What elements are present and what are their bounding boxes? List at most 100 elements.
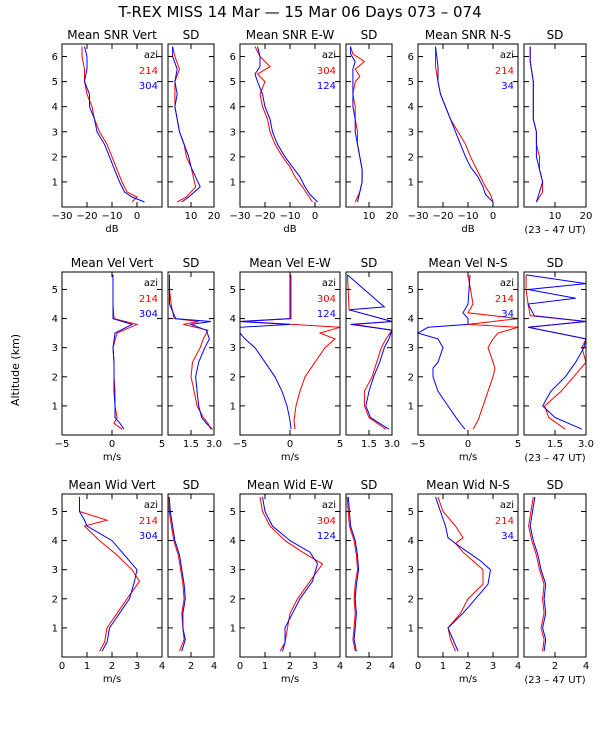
legend-entry: 214: [495, 66, 514, 77]
x-tick-label: 3: [312, 661, 318, 672]
x-tick-label: −30: [51, 211, 72, 222]
y-tick-label: 5: [408, 285, 414, 296]
x-tick-label: 3: [490, 661, 496, 672]
plot-frame: [523, 493, 587, 658]
legend-entry: 304: [317, 294, 336, 305]
x-tick-label: 10: [363, 211, 376, 222]
x-tick-label: 10: [549, 211, 562, 222]
panel-title: SD: [183, 478, 200, 492]
plot-frame: [345, 271, 393, 436]
legend-entry: 34: [501, 81, 514, 92]
panel-title: Mean Wid Vert: [68, 478, 155, 492]
panel-2-2: 0 1 2 3 4 1 2 3 4 5 Mean Wid E-W m/s azi 304 124: [230, 478, 344, 685]
x-tick-label: 0: [109, 439, 115, 450]
legend-title: azi: [500, 50, 514, 61]
x-axis-label: dB: [283, 224, 296, 235]
y-tick-label: 6: [408, 52, 414, 63]
legend-title: azi: [500, 278, 514, 289]
series-line-red: [525, 274, 587, 430]
x-tick-label: 5: [337, 439, 343, 450]
x-tick-label: 4: [159, 661, 165, 672]
panel-0-2: −30 −20 −10 0 1 2 3 4 5 6 Mean SNR E-W dB azi 304 124: [229, 28, 341, 235]
x-tick-label: 3.0: [578, 439, 594, 450]
y-tick-label: 4: [408, 102, 414, 113]
legend-entry: 304: [139, 309, 158, 320]
y-tick-label: 3: [230, 343, 236, 354]
x-axis-label: m/s: [103, 452, 121, 463]
panel-title: Mean SNR E-W: [246, 28, 335, 42]
series-line-blue: [169, 274, 213, 430]
y-tick-label: 3: [52, 565, 58, 576]
y-tick-label: 3: [408, 127, 414, 138]
figure-title: T-REX MISS 14 Mar — 15 Mar 06 Days 073 –…: [117, 3, 481, 21]
series-line-red: [79, 496, 141, 652]
series-line-red: [81, 46, 138, 203]
series-line-blue: [416, 274, 471, 430]
y-tick-label: 2: [52, 152, 58, 163]
panel-title: SD: [547, 256, 564, 270]
y-tick-label: 2: [52, 594, 58, 605]
y-tick-label: 4: [230, 314, 236, 325]
x-tick-label: 4: [211, 661, 217, 672]
series-line-blue: [529, 496, 547, 652]
x-tick-label: 2: [188, 661, 194, 672]
x-tick-label: 1.5: [547, 439, 563, 450]
y-tick-label: 5: [230, 285, 236, 296]
x-axis-label: m/s: [281, 452, 299, 463]
panel-0-0: −30 −20 −10 0 1 2 3 4 5 6 Mean SNR Vert dB azi 214 304: [51, 28, 163, 235]
legend-entry: 304: [317, 516, 336, 527]
x-axis-label: m/s: [459, 674, 477, 685]
legend-title: azi: [322, 50, 336, 61]
y-tick-label: 2: [52, 372, 58, 383]
panel-1-3: 1.5 3.0 SD: [345, 256, 400, 450]
series-line-blue: [350, 46, 363, 203]
y-tick-label: 4: [52, 536, 58, 547]
x-axis-label: m/s: [103, 674, 121, 685]
y-tick-label: 3: [408, 343, 414, 354]
series-line-red: [259, 496, 324, 652]
y-tick-label: 5: [52, 77, 58, 88]
y-tick-label: 3: [52, 127, 58, 138]
x-tick-label: 5: [159, 439, 165, 450]
series-line-blue: [112, 274, 134, 430]
plot-frame: [167, 43, 215, 208]
x-tick-label: 20: [208, 211, 221, 222]
x-tick-label: 0: [415, 661, 421, 672]
plot-frame: [523, 271, 587, 436]
panel-title: SD: [361, 28, 378, 42]
x-tick-label: 20: [580, 211, 593, 222]
legend-title: azi: [144, 500, 158, 511]
x-tick-label: 0: [59, 661, 65, 672]
panel-2-1: 2 4 SD: [167, 478, 217, 672]
x-axis-label: dB: [461, 224, 474, 235]
y-tick-label: 1: [52, 401, 58, 412]
series-line-red: [529, 46, 544, 203]
y-tick-label: 3: [230, 565, 236, 576]
y-tick-label: 4: [408, 314, 414, 325]
legend-entry: 124: [317, 531, 336, 542]
x-tick-label: −10: [457, 211, 478, 222]
panel-1-0: −5 0 5 1 2 3 4 5 Mean Vel Vert m/s azi 214 304: [52, 256, 166, 463]
legend-entry: 304: [139, 531, 158, 542]
y-tick-label: 1: [408, 177, 414, 188]
x-tick-label: 2: [287, 661, 293, 672]
y-axis-label: Altitude (km): [9, 334, 22, 406]
series-line-red: [437, 496, 484, 652]
x-tick-label: 2: [465, 661, 471, 672]
series-line-blue: [435, 496, 492, 652]
series-line-blue: [529, 46, 544, 203]
legend-entry: 214: [139, 294, 158, 305]
panel-title: Mean Wid N-S: [426, 478, 510, 492]
panel-title: SD: [183, 256, 200, 270]
y-tick-label: 3: [230, 127, 236, 138]
x-tick-label: 0: [237, 661, 243, 672]
x-tick-label: 20: [386, 211, 399, 222]
x-tick-label: 4: [337, 661, 343, 672]
series-line-red: [172, 46, 197, 203]
legend-entry: 214: [139, 66, 158, 77]
x-tick-label: −30: [229, 211, 250, 222]
legend-entry: 124: [317, 309, 336, 320]
x-tick-label: −20: [254, 211, 275, 222]
